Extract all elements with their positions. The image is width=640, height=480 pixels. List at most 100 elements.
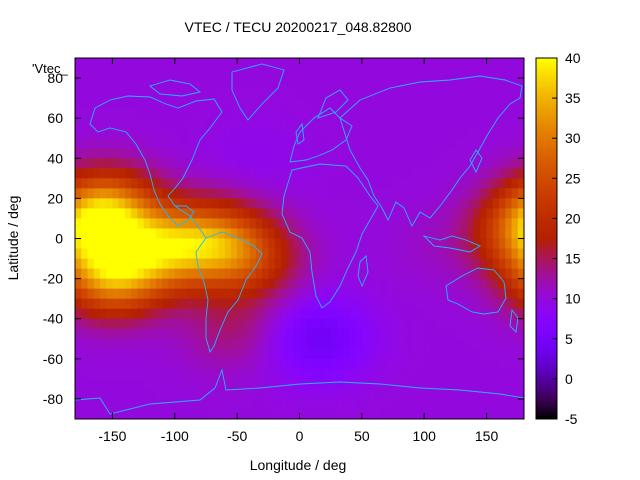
heatmap-cell [156,238,163,250]
heatmap-cell [343,238,350,250]
heatmap-cell [511,218,519,230]
heatmap-cell [93,228,101,240]
heatmap-cell [243,268,251,280]
heatmap-cell [162,68,170,79]
heatmap-cell [480,388,488,400]
heatmap-cell [199,408,207,419]
heatmap-cell [349,118,357,129]
heatmap-cell [274,108,282,119]
heatmap-cell [380,138,388,149]
heatmap-cell [480,288,488,300]
heatmap-cell [336,158,344,169]
heatmap-cell [81,128,89,139]
heatmap-cell [93,118,101,129]
heatmap-cell [336,348,344,360]
heatmap-cell [87,148,95,159]
heatmap-cell [405,228,413,240]
heatmap-cell [374,138,382,149]
heatmap-cell [124,358,132,370]
heatmap-cell [449,358,457,370]
heatmap-cell [118,158,126,169]
heatmap-cell [511,148,519,159]
heatmap-cell [368,158,375,169]
heatmap-cell [87,298,95,310]
heatmap-cell [249,58,257,69]
heatmap-cell [224,118,232,129]
heatmap-cell [511,378,519,390]
heatmap-cell [430,148,438,159]
heatmap-cell [430,328,438,340]
heatmap-cell [405,138,413,149]
heatmap-cell [505,188,513,199]
heatmap-cell [324,398,332,410]
heatmap-cell [143,198,151,210]
heatmap-cell [287,368,294,380]
heatmap-cell [324,338,332,350]
x-tick-label: 100 [413,428,437,444]
heatmap-cell [430,238,438,250]
heatmap-cell [399,318,407,330]
heatmap-cell [218,78,226,89]
heatmap-cell [243,128,251,139]
heatmap-cell [218,258,226,270]
heatmap-cell [174,398,182,410]
heatmap-cell [243,378,251,390]
heatmap-cell [368,168,375,179]
heatmap-cell [174,338,182,350]
heatmap-cell [486,288,494,300]
heatmap-cell [380,258,388,270]
heatmap-cell [212,58,220,69]
heatmap-cell [449,408,457,419]
heatmap-cell [386,318,394,330]
heatmap-cell [517,348,524,360]
heatmap-cell [517,308,524,320]
heatmap-cell [143,228,151,240]
heatmap-cell [174,308,182,320]
heatmap-cell [237,118,244,129]
heatmap-cell [461,358,469,370]
heatmap-cell [305,378,313,390]
heatmap-cell [93,378,101,390]
heatmap-cell [349,58,357,69]
heatmap-cell [455,88,463,99]
heatmap-cell [218,308,226,320]
heatmap-cell [218,148,226,159]
heatmap-cell [436,208,444,220]
heatmap-cell [511,398,519,410]
heatmap-cell [118,378,126,390]
heatmap-cell [193,328,201,340]
heatmap-cell [249,378,257,390]
heatmap-cell [268,98,276,109]
heatmap-cell [87,278,95,290]
heatmap-cell [199,368,207,380]
heatmap-cell [336,68,344,79]
colorbar-tick-label: 0 [565,371,573,387]
heatmap-cell [274,208,282,220]
heatmap-cell [449,168,457,179]
heatmap-cell [137,238,145,250]
heatmap-cell [324,258,332,270]
heatmap-cell [268,88,276,99]
heatmap-cell [187,358,195,370]
heatmap-cell [424,318,432,330]
heatmap-cell [311,358,319,370]
heatmap-cell [424,228,432,240]
heatmap-cell [499,398,506,410]
heatmap-cell [143,248,151,260]
heatmap-cell [386,188,394,199]
heatmap-cell [249,148,257,159]
heatmap-cell [268,268,276,280]
heatmap-cell [324,328,332,340]
heatmap-cell [330,288,338,300]
heatmap-cell [75,388,82,400]
heatmap-cell [480,168,488,179]
heatmap-cell [237,68,244,79]
heatmap-cell [212,318,220,330]
heatmap-cell [380,128,388,139]
heatmap-cell [280,198,288,210]
heatmap-cell [106,188,114,199]
heatmap-cell [106,168,114,179]
heatmap-cell [368,118,375,129]
heatmap-cell [436,398,444,410]
heatmap-cell [237,358,244,370]
